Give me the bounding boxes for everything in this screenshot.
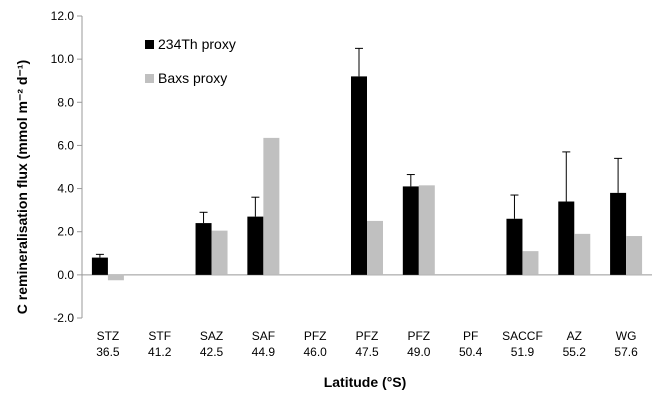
x-tick-zone-label: STZ <box>97 329 120 343</box>
x-tick-latitude-label: 41.2 <box>148 345 172 359</box>
bar-baxs <box>211 230 228 275</box>
x-tick-zone-label: PFZ <box>356 329 379 343</box>
x-tick-latitude-label: 36.5 <box>96 345 120 359</box>
x-tick-zone-label: SAZ <box>200 329 223 343</box>
y-tick-label: 2.0 <box>57 225 74 239</box>
x-tick-zone-label: WG <box>616 329 637 343</box>
x-tick-latitude-label: 44.9 <box>252 345 276 359</box>
y-tick-label: -2.0 <box>53 311 74 325</box>
bar-234th <box>195 223 212 275</box>
x-tick-latitude-label: 51.9 <box>511 345 535 359</box>
y-tick-label: 6.0 <box>57 138 74 152</box>
bar-baxs <box>107 274 124 281</box>
x-tick-latitude-label: 50.4 <box>459 345 483 359</box>
bar-baxs <box>574 233 591 275</box>
x-tick-latitude-label: 49.0 <box>407 345 431 359</box>
y-tick-label: 12.0 <box>51 9 75 23</box>
bar-234th <box>558 201 575 275</box>
bar-234th <box>91 257 108 275</box>
bar-234th <box>351 76 367 275</box>
y-tick-label: 4.0 <box>57 182 74 196</box>
x-tick-zone-label: SACCF <box>502 329 543 343</box>
x-tick-zone-label: AZ <box>567 329 582 343</box>
x-tick-latitude-label: 42.5 <box>200 345 224 359</box>
x-tick-latitude-label: 57.6 <box>614 345 638 359</box>
bar-234th <box>247 216 264 275</box>
x-tick-latitude-label: 46.0 <box>304 345 328 359</box>
plot-area: -2.0 0.0 2.0 4.0 6.0 8.0 10.0 12.0 STZ 36.5 STF 41.… <box>51 9 652 359</box>
bar-baxs <box>367 220 383 275</box>
x-axis-title: Latitude (°S) <box>324 374 407 390</box>
x-tick-zone-label: PF <box>463 329 478 343</box>
bar-baxs <box>522 251 539 275</box>
legend-swatch-234th <box>145 40 154 49</box>
legend-label-234th: 234Th proxy <box>158 36 236 52</box>
y-tick-label: 10.0 <box>51 52 75 66</box>
y-tick-label: 8.0 <box>57 95 74 109</box>
bar-baxs <box>263 137 280 275</box>
bar-baxs <box>418 185 435 275</box>
x-tick-latitude-label: 47.5 <box>355 345 379 359</box>
legend-label-baxs: Baxs proxy <box>158 70 227 86</box>
bar-234th <box>506 218 523 275</box>
bar-baxs <box>626 236 643 275</box>
bar-234th <box>610 192 627 275</box>
x-tick-zone-label: SAF <box>252 329 275 343</box>
x-tick-zone-label: PFZ <box>407 329 430 343</box>
y-axis-title: C remineralisation flux (mmol m⁻² d⁻¹) <box>14 60 30 314</box>
legend-swatch-baxs <box>145 74 154 83</box>
x-tick-latitude-label: 55.2 <box>563 345 587 359</box>
x-tick-zone-label: STF <box>148 329 171 343</box>
y-tick-label: 0.0 <box>57 268 74 282</box>
x-tick-zone-label: PFZ <box>304 329 327 343</box>
bar-234th <box>402 186 419 275</box>
legend: 234Th proxy Baxs proxy <box>145 36 236 86</box>
